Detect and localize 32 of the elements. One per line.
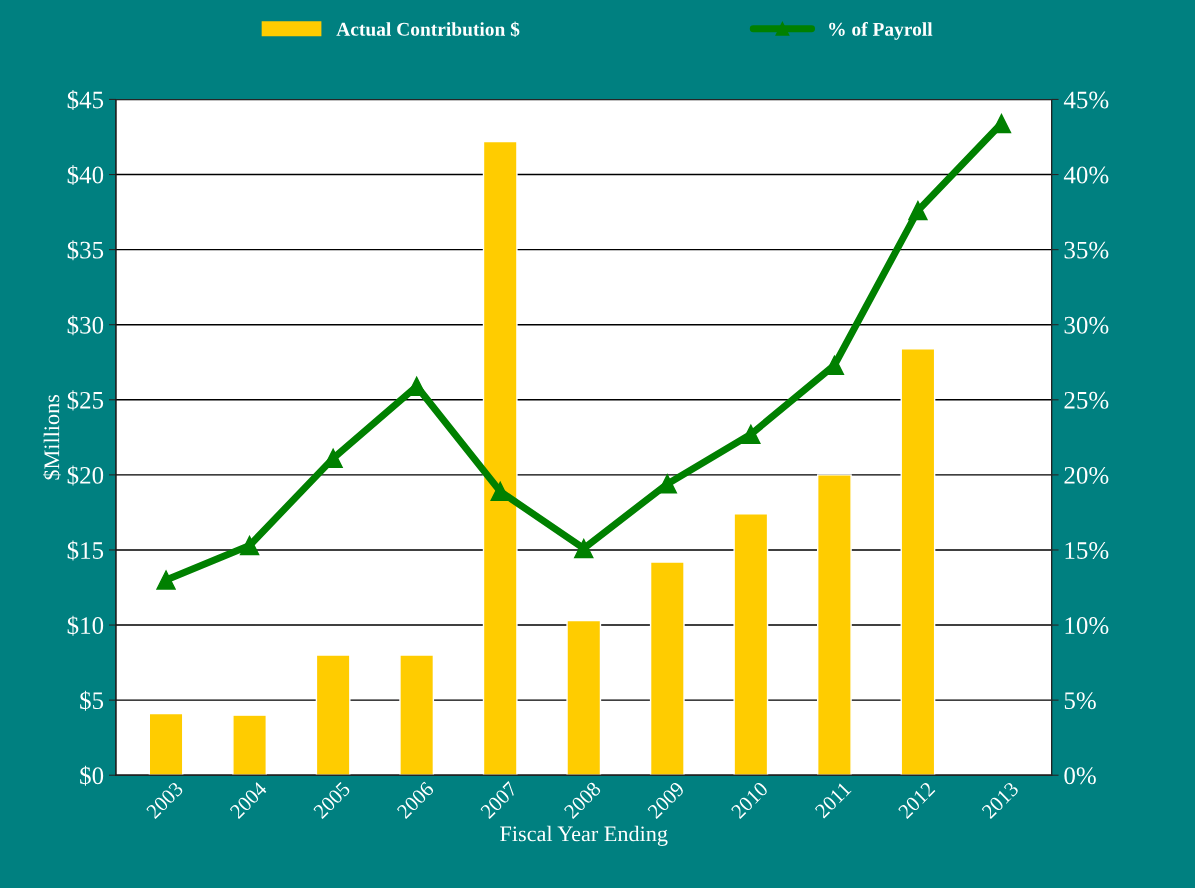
point — [657, 474, 678, 494]
y-axis-title: $Millions — [43, 394, 61, 480]
y-tick-label: $20 — [67, 465, 104, 486]
y-tick-label: $0 — [80, 765, 104, 786]
y2-tick-label: 5% — [1064, 692, 1096, 710]
point — [741, 424, 761, 445]
y2-tick-label: 30% — [1064, 316, 1109, 334]
y2-tick-label: 35% — [1064, 241, 1109, 259]
y-tick-label: $40 — [67, 165, 104, 186]
y2-tick-label: 15% — [1065, 542, 1109, 559]
y2-tick-label: 45% — [1063, 91, 1109, 109]
y-tick-label: $35 — [67, 240, 104, 261]
point — [156, 570, 176, 590]
y2-tick-label: 40% — [1063, 166, 1109, 184]
y2-tick-label: 0% — [1064, 767, 1096, 785]
x-axis-title: Fiscal Year Ending — [500, 825, 668, 846]
y-tick-label: $45 — [67, 90, 104, 111]
point — [908, 200, 928, 221]
y2-tick-label: 10% — [1065, 617, 1109, 635]
y2-tick-label: 20% — [1064, 466, 1109, 484]
y-tick-label: $15 — [67, 540, 104, 561]
legend-label: Actual Contribution $ — [336, 21, 520, 38]
y-tick-label: $5 — [80, 690, 104, 711]
point — [323, 448, 343, 469]
point — [490, 481, 510, 502]
y-tick-label: $10 — [67, 615, 104, 636]
y2-tick-label: 25% — [1064, 391, 1109, 409]
point — [574, 538, 594, 559]
y-tick-label: $25 — [67, 390, 104, 411]
y-tick-label: $30 — [67, 315, 104, 336]
point — [239, 535, 260, 556]
legend-label: % of Payroll — [829, 21, 933, 40]
